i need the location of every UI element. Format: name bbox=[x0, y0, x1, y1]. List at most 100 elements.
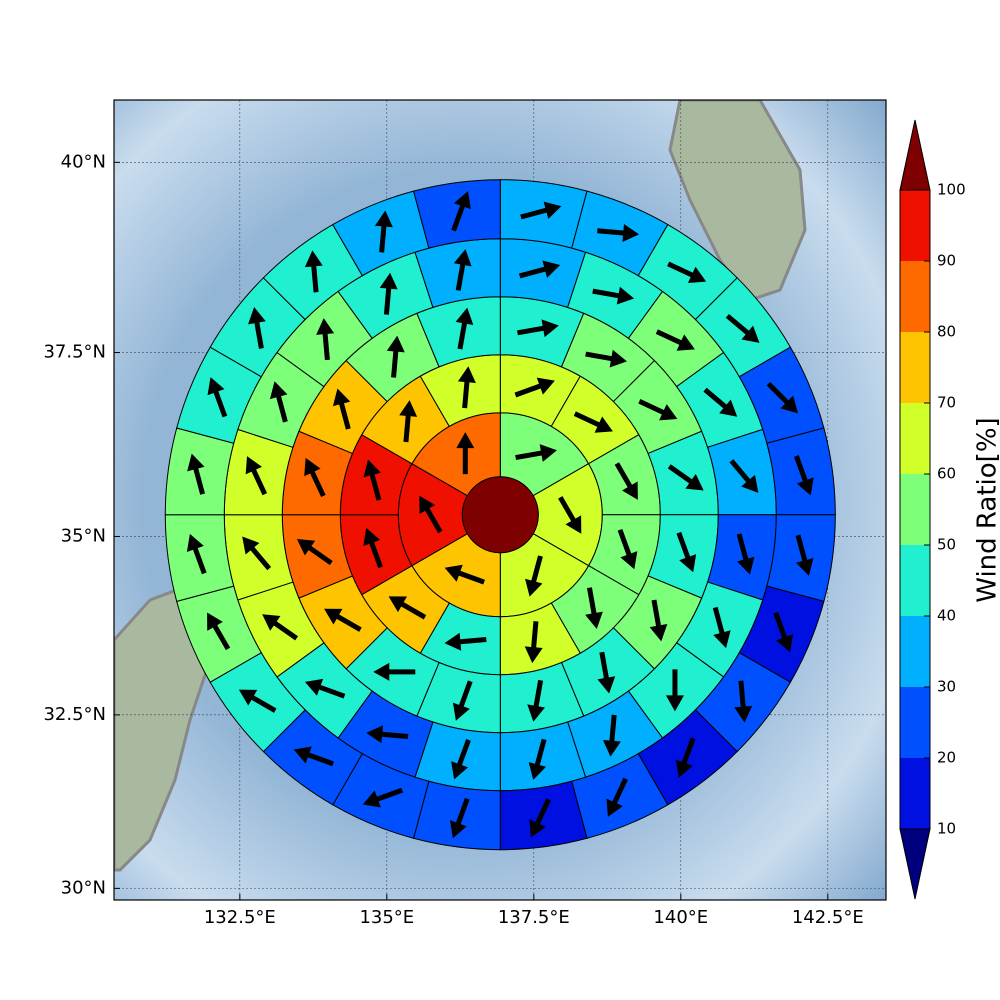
wind-arrow bbox=[186, 533, 207, 575]
wind-arrow bbox=[514, 377, 555, 398]
wind-arrow bbox=[585, 587, 603, 629]
wind-arrow bbox=[399, 400, 418, 443]
colorbar-bin bbox=[900, 190, 930, 261]
wind-arrow bbox=[518, 260, 561, 279]
colorbar-tick-label: 90 bbox=[937, 252, 956, 270]
wind-arrow bbox=[248, 307, 266, 349]
colorbar-bin bbox=[900, 261, 930, 332]
colorbar-tick-label: 70 bbox=[937, 394, 956, 412]
colorbar-tick-label: 100 bbox=[937, 181, 966, 199]
wind-arrow bbox=[245, 456, 268, 496]
wind-arrow bbox=[238, 689, 277, 713]
wind-arrow bbox=[729, 459, 759, 493]
wind-arrow bbox=[207, 612, 231, 651]
colorbar-bin bbox=[900, 616, 930, 687]
wind-arrow bbox=[736, 533, 755, 575]
wind-arrow bbox=[517, 319, 559, 338]
colorbar-bin bbox=[900, 403, 930, 474]
colorbar-bin bbox=[900, 687, 930, 758]
sector bbox=[412, 179, 501, 249]
wind-arrow bbox=[386, 335, 405, 378]
wind-arrow bbox=[649, 599, 668, 642]
wind-arrow bbox=[597, 651, 616, 694]
wind-arrow bbox=[667, 464, 704, 491]
wind-wheel bbox=[164, 179, 836, 851]
wind-arrow bbox=[712, 606, 731, 649]
wind-arrow bbox=[363, 527, 383, 569]
colorbar-under bbox=[899, 828, 931, 900]
wind-arrow bbox=[388, 596, 427, 620]
colorbar-tick-label: 60 bbox=[937, 465, 956, 483]
y-tick-label: 37.5°N bbox=[43, 342, 106, 363]
wind-arrow bbox=[304, 457, 326, 498]
y-tick-label: 32.5°N bbox=[43, 704, 106, 725]
wind-arrow bbox=[667, 261, 707, 284]
y-tick-label: 40°N bbox=[61, 151, 106, 172]
wind-arrow bbox=[304, 250, 323, 293]
colorbar-tick-label: 10 bbox=[937, 820, 956, 838]
wind-arrow bbox=[452, 680, 473, 721]
x-tick-label: 135°E bbox=[359, 907, 414, 928]
wind-arrow bbox=[515, 444, 557, 462]
colorbar-frame bbox=[899, 189, 931, 830]
wind-arrow bbox=[617, 528, 638, 570]
wind-arrow bbox=[449, 797, 470, 839]
y-tick-label: 30°N bbox=[61, 877, 106, 898]
wind-arrow bbox=[293, 746, 334, 767]
colorbar-bin bbox=[900, 474, 930, 545]
wind-arrow bbox=[304, 678, 346, 699]
wind-arrow bbox=[362, 787, 404, 808]
wind-arrow bbox=[363, 459, 382, 501]
colorbar-tick-label: 50 bbox=[937, 536, 956, 554]
colorbar-tick-label: 20 bbox=[937, 749, 956, 767]
wind-arrow bbox=[725, 313, 760, 343]
wind-arrow bbox=[655, 329, 695, 351]
wind-arrow bbox=[602, 714, 621, 757]
wind-arrow bbox=[675, 737, 696, 778]
x-tick-label: 140°E bbox=[653, 907, 708, 928]
wind-arrow bbox=[457, 366, 476, 409]
wind-arrow bbox=[793, 455, 814, 496]
wind-arrow bbox=[524, 621, 543, 664]
wind-arrow bbox=[703, 387, 738, 417]
wind-arrow bbox=[379, 272, 398, 315]
wind-arrow bbox=[573, 411, 613, 433]
wind-arrow bbox=[638, 398, 678, 421]
wind-arrow bbox=[453, 249, 472, 291]
wind-arrow bbox=[444, 632, 487, 651]
colorbar-tick-label: 40 bbox=[937, 607, 956, 625]
wind-arrow bbox=[242, 536, 272, 571]
axes: 132.5°E 135°E 137.5°E 140°E 142.5°E 30°N 32.5°… bbox=[43, 151, 863, 928]
colorbar-bin bbox=[900, 545, 930, 616]
colorbar-tick-label: 80 bbox=[937, 323, 956, 341]
colorbar-bin bbox=[900, 758, 930, 829]
wind-arrow bbox=[296, 538, 333, 566]
wind-arrow bbox=[456, 432, 475, 475]
plot-frame bbox=[113, 99, 887, 901]
wind-arrow bbox=[528, 738, 547, 780]
center-disc bbox=[461, 476, 539, 554]
y-tick-label: 35°N bbox=[61, 525, 106, 546]
wind-arrow bbox=[592, 286, 635, 305]
wind-arrow bbox=[451, 739, 471, 780]
wind-arrow bbox=[597, 224, 640, 242]
colorbar-tick-label: 30 bbox=[937, 678, 956, 696]
colorbar-over bbox=[899, 119, 931, 191]
wind-arrow bbox=[558, 496, 582, 534]
wind-arrow bbox=[665, 669, 684, 712]
wind-arrow bbox=[262, 614, 299, 641]
wind-arrow bbox=[444, 564, 485, 585]
x-tick-label: 142.5°E bbox=[792, 907, 864, 928]
wind-arrow bbox=[207, 377, 228, 418]
colorbar-bin bbox=[900, 332, 930, 403]
wind-arrow bbox=[374, 210, 393, 253]
wind-arrow bbox=[795, 534, 814, 576]
wind-arrow bbox=[585, 349, 627, 368]
wind-arrow bbox=[676, 531, 697, 573]
wind-arrow bbox=[773, 611, 794, 653]
wind-arrow bbox=[529, 798, 551, 838]
wind-arrow bbox=[525, 555, 543, 597]
colorbar: 10 20 30 40 50 60 70 80 90 100 bbox=[899, 119, 966, 900]
wind-arrow bbox=[766, 381, 799, 414]
